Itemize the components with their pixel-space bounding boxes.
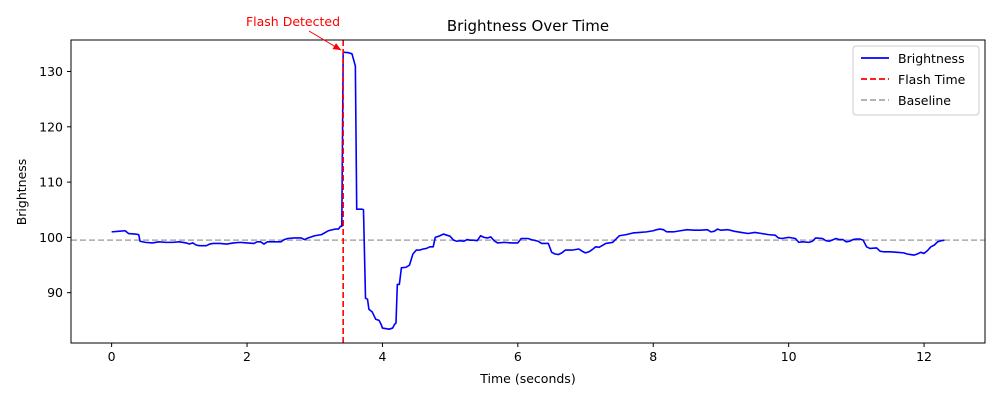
- plot-frame: [70, 39, 986, 344]
- y-axis-label: Brightness: [14, 159, 29, 226]
- chart-title: Brightness Over Time: [447, 17, 609, 35]
- legend-box: [852, 45, 980, 116]
- x-tick-label: 0: [108, 349, 116, 364]
- legend: Brightness Flash Time Baseline: [852, 45, 980, 116]
- flash-annotation-arrowhead: [332, 43, 342, 51]
- legend-label-baseline: Baseline: [898, 93, 951, 108]
- y-tick-label: 110: [39, 175, 63, 190]
- x-tick-label: 10: [781, 349, 797, 364]
- plot-area: [71, 40, 985, 343]
- x-tick-label: 2: [243, 349, 251, 364]
- x-tick-label: 8: [649, 349, 657, 364]
- y-tick-label: 130: [39, 64, 63, 79]
- y-tick-label: 120: [39, 119, 63, 134]
- x-tick-label: 12: [916, 349, 932, 364]
- legend-label-flash-time: Flash Time: [898, 72, 966, 87]
- brightness-line: [111, 51, 945, 330]
- flash-annotation-label: Flash Detected: [246, 14, 340, 29]
- legend-label-brightness: Brightness: [898, 51, 965, 66]
- x-tick-label: 6: [514, 349, 522, 364]
- x-axis-label: Time (seconds): [479, 371, 575, 386]
- y-tick-label: 90: [47, 285, 63, 300]
- y-tick-label: 100: [39, 230, 63, 245]
- x-tick-label: 4: [378, 349, 386, 364]
